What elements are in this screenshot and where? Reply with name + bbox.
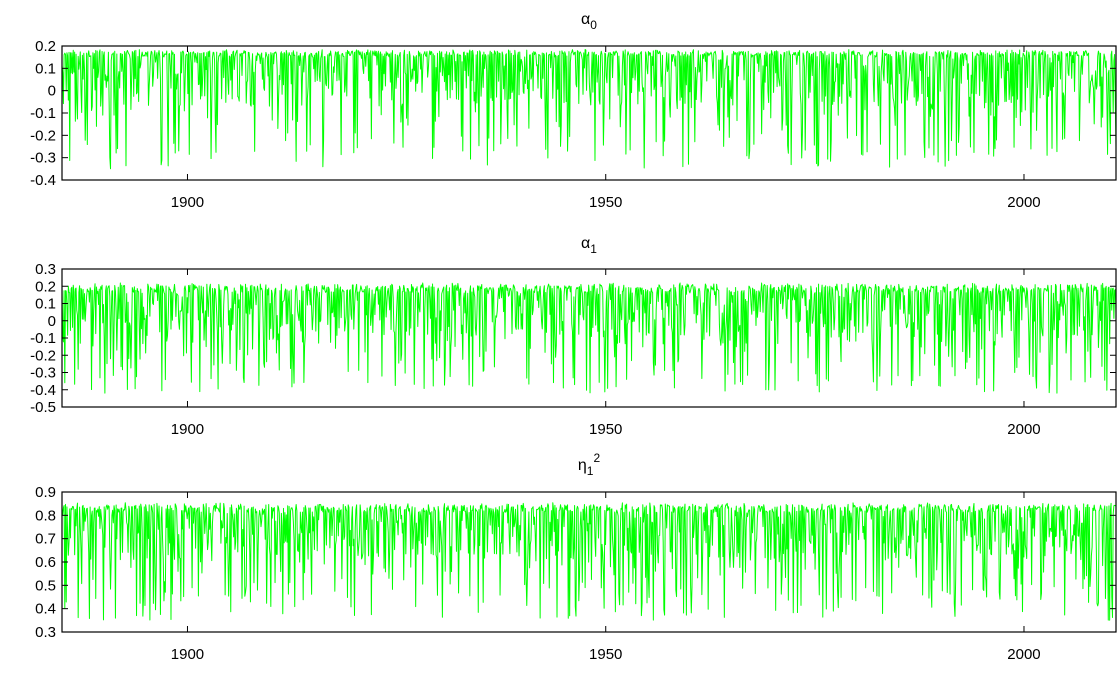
y-tick-label: -0.1 [30,105,56,122]
panel-title: α1 [581,235,597,256]
x-tick-label: 1950 [589,194,622,211]
y-tick-label: 0.5 [35,577,56,594]
x-tick-label: 1900 [171,194,204,211]
x-tick-label: 2000 [1007,421,1040,438]
y-tick-label: 0 [48,313,56,330]
y-tick-label: -0.2 [30,127,56,144]
x-tick-label: 1900 [171,646,204,663]
panel-title: η12 [578,451,601,478]
y-tick-label: 0.1 [35,296,56,313]
chart-panel-0: -0.4 -0.3 -0.2 -0.1 0 0.1 0.2 1900 1950 2000 α0 [30,11,1117,211]
y-tick-label: 0.1 [35,60,56,77]
y-tick-label: -0.3 [30,150,56,167]
y-tick-label: -0.3 [30,365,56,382]
series-line-1 [61,282,1117,394]
y-tick-label: 0.2 [35,278,56,295]
y-tick-label: 0.3 [35,624,56,641]
panel-title: α0 [581,11,597,32]
series-line-2 [61,502,1117,621]
y-tick-label: -0.4 [30,172,56,189]
y-tick-label: -0.1 [30,330,56,347]
y-tick-label: 0.2 [35,38,56,55]
x-tick-label: 2000 [1007,194,1040,211]
series-line-0 [61,49,1117,170]
y-tick-label: -0.5 [30,399,56,416]
chart-panel-1: -0.5-0.4-0.3-0.2-0.100.10.20.3 1900 1950 20… [30,235,1117,438]
x-tick-label: 2000 [1007,646,1040,663]
y-tick-label: 0.6 [35,554,56,571]
y-tick-label: 0 [48,83,56,100]
y-tick-label: 0.8 [35,507,56,524]
y-tick-label: -0.4 [30,382,56,399]
y-tick-label: -0.2 [30,347,56,364]
y-tick-label: 0.9 [35,484,56,501]
y-tick-label: 0.7 [35,531,56,548]
y-tick-label: 0.4 [35,601,56,618]
x-tick-label: 1950 [589,646,622,663]
x-tick-label: 1900 [171,421,204,438]
x-tick-label: 1950 [589,421,622,438]
chart-panel-2: 0.3 0.4 0.5 0.6 0.7 0.8 0.9 1900 1950 2000 η12 [35,451,1117,663]
y-tick-label: 0.3 [35,261,56,278]
